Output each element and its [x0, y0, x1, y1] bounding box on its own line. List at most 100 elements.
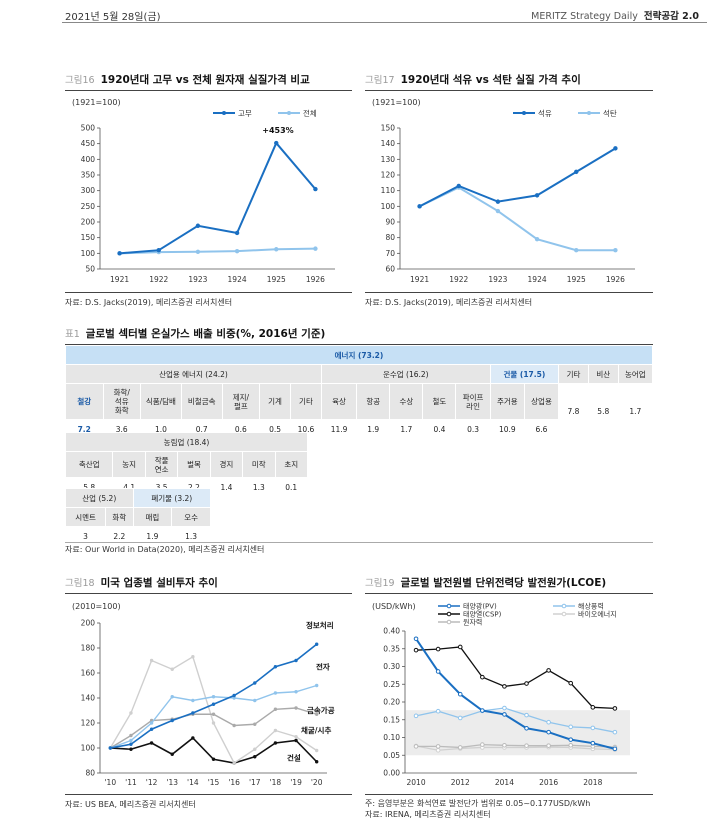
series-label: 채굴/시추 — [301, 725, 331, 735]
fig19-number: 그림19 — [365, 578, 395, 589]
fig18-rule — [65, 593, 352, 594]
y-tick-label: 90 — [385, 218, 395, 227]
x-tick-label: '17 — [249, 778, 261, 787]
table-header-cell: 수상 — [389, 383, 424, 420]
industry-header: 산업 (5.2) — [65, 488, 134, 508]
legend-label: 전체 — [303, 108, 317, 118]
legend-label: 바이오에너지 — [578, 610, 617, 619]
table1-bottom-rule — [65, 542, 653, 543]
table-header-cell: 화학/ 석유 화학 — [102, 383, 141, 420]
fig16-number: 그림16 — [65, 75, 95, 86]
table-header-cell: 기계 — [259, 383, 292, 420]
data-point — [480, 742, 485, 747]
data-point — [170, 695, 174, 699]
series-line-전체 — [119, 247, 316, 255]
data-point — [232, 693, 236, 698]
series-label: 금속가공 — [307, 705, 335, 715]
data-point — [568, 737, 574, 742]
data-point — [613, 248, 618, 253]
x-tick-label: 1921 — [410, 275, 429, 284]
table-cell: 6.6 — [523, 419, 560, 439]
table-cell: 0.1 — [274, 477, 309, 497]
series-label: 전자 — [316, 661, 330, 671]
fig17-title-text: 1920년대 석유 vs 석탄 실질 가격 추이 — [400, 74, 581, 86]
data-point — [314, 712, 319, 716]
data-point — [191, 698, 195, 703]
data-point — [273, 691, 278, 695]
data-point — [273, 665, 278, 669]
x-tick-label: 1926 — [306, 275, 325, 284]
data-point — [612, 706, 618, 711]
data-point — [274, 140, 279, 146]
data-point — [502, 712, 507, 717]
legend-label: 원자력 — [463, 618, 482, 627]
data-point — [156, 248, 161, 253]
data-point — [294, 706, 298, 710]
data-point — [590, 740, 596, 746]
data-point — [170, 667, 174, 671]
series-line-고무 — [119, 141, 317, 255]
data-point — [502, 743, 507, 748]
fig16-title-text: 1920년대 고무 vs 전체 원자재 실질가격 비교 — [100, 74, 310, 86]
y-tick-label: 200 — [81, 619, 96, 628]
series-line-해상풍력 — [415, 707, 616, 733]
table-header-cell: 경지 — [209, 451, 244, 478]
table-cell: 1.3 — [171, 526, 211, 546]
y-tick-label: 350 — [81, 171, 96, 180]
fig17-chart: 60 70 80 90 100 110 120 130 140 150 1921 1922 1923 19… — [381, 108, 635, 284]
table1-number: 표1 — [65, 329, 80, 340]
industrial-energy-header: 산업용 에너지 (24.2) — [65, 364, 322, 384]
data-point — [457, 644, 463, 650]
table-cell: 0.4 — [422, 419, 457, 439]
data-point — [129, 747, 133, 751]
y-tick-label: 150 — [81, 233, 96, 242]
y-tick-label: 60 — [385, 265, 395, 274]
data-point — [495, 199, 501, 204]
data-point — [129, 711, 133, 715]
table-header-cell: 미작 — [242, 451, 276, 478]
data-point — [294, 735, 298, 739]
y-tick-label: 0.05 — [383, 751, 400, 760]
fig17-unit: (1921=100) — [372, 98, 421, 107]
legend-label: 태양광(PV) — [463, 603, 497, 611]
data-point — [413, 744, 419, 749]
fig16-title: 그림16 1920년대 고무 vs 전체 원자재 실질가격 비교 — [65, 72, 310, 87]
data-point — [457, 715, 463, 721]
data-point — [211, 757, 216, 761]
legend-marker — [561, 603, 567, 609]
legend-label: 해상풍력 — [578, 602, 604, 611]
series-line-태양광(PV) — [415, 638, 616, 750]
data-point — [435, 646, 441, 652]
data-point — [232, 696, 236, 700]
y-tick-label: 0.20 — [383, 698, 400, 707]
header-divider — [62, 22, 707, 23]
fig19-unit: (USD/kWh) — [372, 602, 416, 611]
data-point — [524, 725, 529, 731]
annotation-453: +453% — [262, 126, 293, 135]
x-tick-label: '16 — [228, 778, 240, 787]
y-tick-label: 0.30 — [383, 662, 400, 671]
data-point — [253, 681, 257, 685]
fig19-chart: 0.00 0.05 0.10 0.15 0.20 0.25 0.30 0.35 0.40 2010… — [383, 602, 637, 787]
y-tick-label: 0.35 — [383, 644, 400, 653]
table-cell: 1.7 — [617, 383, 654, 439]
table1-main: 에너지 (73.2) 산업용 에너지 (24.2) 운수업 (16.2) 건물 … — [65, 345, 654, 439]
data-point — [413, 636, 419, 642]
report-name: MERITZ Strategy Daily — [531, 11, 638, 22]
building-header: 건물 (17.5) — [489, 364, 560, 384]
fig19-rule — [365, 593, 653, 594]
fishery-header: 농어업 — [617, 364, 654, 384]
x-tick-label: '19 — [290, 778, 302, 787]
agri-header: 농림업 (18.4) — [65, 432, 308, 452]
table-cell: 2.2 — [105, 526, 134, 546]
y-tick-label: 140 — [381, 139, 396, 148]
table-cell: 5.8 — [587, 383, 619, 439]
y-tick-label: 130 — [381, 155, 396, 164]
table-header-cell: 주거용 — [489, 383, 525, 420]
x-tick-label: 1925 — [567, 275, 586, 284]
table-header-cell: 기타 — [290, 383, 322, 420]
data-point — [495, 208, 501, 214]
fig19-note: 주: 음영부분은 화석연료 발전단가 범위로 0.05~0.177USD/kWh — [365, 799, 591, 808]
data-point — [149, 727, 154, 731]
x-tick-label: 2018 — [583, 778, 602, 787]
